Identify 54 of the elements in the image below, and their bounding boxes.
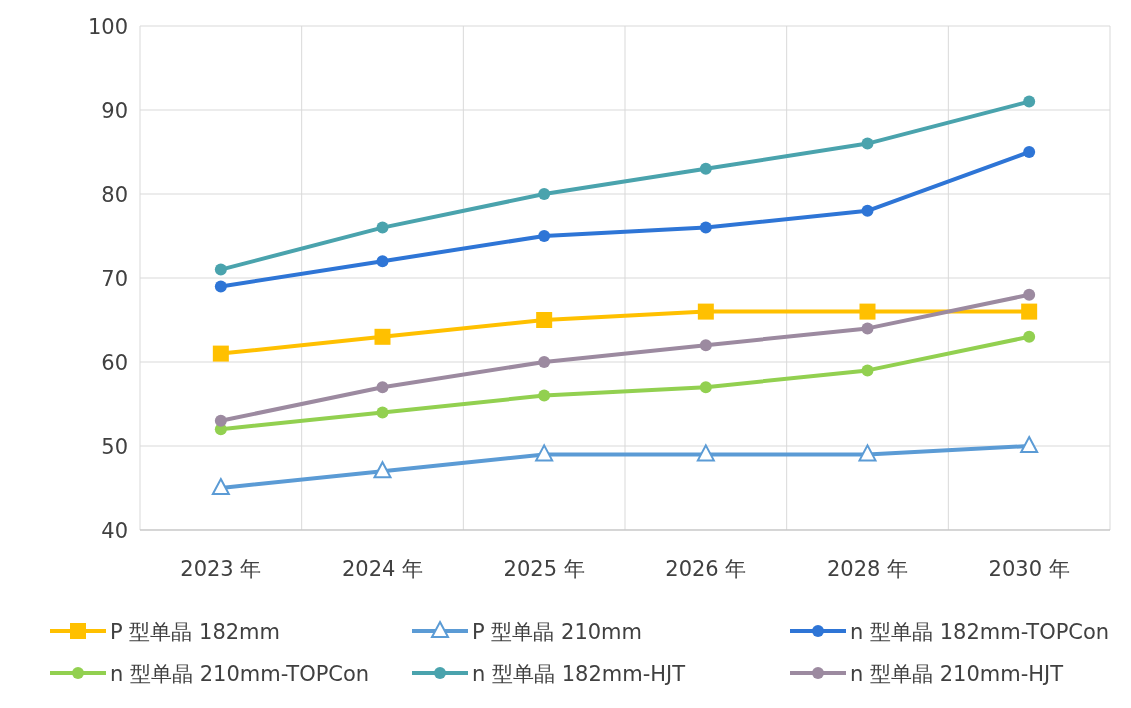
legend-label: n 型单晶 210mm-TOPCon bbox=[110, 662, 370, 686]
point bbox=[861, 137, 874, 150]
point bbox=[214, 414, 227, 427]
legend-label: P 型单晶 210mm bbox=[472, 620, 643, 644]
x-tick-label: 2025 年 bbox=[503, 557, 585, 581]
x-tick-label: 2030 年 bbox=[988, 557, 1070, 581]
y-tick-label: 80 bbox=[101, 183, 128, 207]
point bbox=[1023, 330, 1036, 343]
point bbox=[1023, 95, 1036, 108]
point bbox=[699, 339, 712, 352]
point bbox=[696, 444, 715, 462]
legend-label: n 型单晶 210mm-HJT bbox=[850, 662, 1064, 686]
point bbox=[699, 162, 712, 175]
point bbox=[858, 444, 877, 462]
point bbox=[697, 303, 714, 320]
point bbox=[1023, 146, 1036, 158]
point bbox=[212, 345, 229, 362]
point bbox=[376, 221, 389, 234]
point bbox=[376, 381, 389, 394]
point bbox=[861, 364, 874, 377]
point bbox=[211, 478, 230, 495]
point bbox=[538, 389, 551, 402]
point bbox=[538, 230, 551, 242]
point bbox=[373, 461, 392, 479]
point bbox=[1021, 303, 1038, 320]
point bbox=[1020, 436, 1039, 453]
point bbox=[214, 263, 227, 276]
point bbox=[861, 322, 874, 335]
y-tick-label: 90 bbox=[101, 99, 128, 123]
y-tick-label: 50 bbox=[101, 435, 128, 459]
point bbox=[859, 303, 876, 320]
point bbox=[538, 356, 551, 368]
point bbox=[376, 406, 389, 419]
x-tick-label: 2026 年 bbox=[665, 557, 747, 581]
point bbox=[861, 204, 874, 217]
point bbox=[538, 188, 551, 200]
x-tick-label: 2023 年 bbox=[180, 557, 262, 581]
legend-label: n 型单晶 182mm-TOPCon bbox=[850, 620, 1110, 644]
y-tick-label: 100 bbox=[87, 15, 128, 39]
legend-label: n 型单晶 182mm-HJT bbox=[472, 662, 686, 686]
y-tick-label: 60 bbox=[101, 351, 128, 375]
point bbox=[374, 328, 391, 345]
y-tick-label: 40 bbox=[101, 519, 128, 543]
point bbox=[699, 221, 712, 234]
point bbox=[214, 280, 227, 293]
point bbox=[536, 312, 553, 328]
y-tick-label: 70 bbox=[101, 267, 128, 291]
point bbox=[699, 381, 712, 394]
x-tick-label: 2028 年 bbox=[826, 557, 909, 581]
x-tick-label: 2024 年 bbox=[341, 557, 424, 581]
point bbox=[1023, 288, 1036, 301]
legend-label: P 型单晶 182mm bbox=[110, 620, 281, 644]
point bbox=[376, 255, 389, 268]
point bbox=[535, 444, 554, 462]
